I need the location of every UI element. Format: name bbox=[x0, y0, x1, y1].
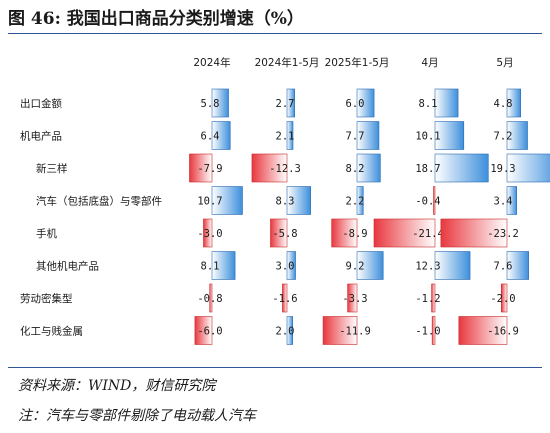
data-bar bbox=[282, 283, 288, 313]
data-label: 8.1 bbox=[419, 98, 438, 110]
chart-title: 图 46: 我国出口商品分类别增速（%） bbox=[8, 9, 304, 29]
row-label: 劳动密集型 bbox=[20, 292, 73, 305]
row-label: 出口金额 bbox=[20, 97, 62, 110]
bottom-rule bbox=[8, 367, 542, 368]
data-label: -5.8 bbox=[272, 228, 297, 240]
data-label: -2.0 bbox=[490, 293, 515, 305]
data-bar bbox=[434, 88, 459, 118]
data-bar bbox=[270, 218, 288, 248]
data-bar bbox=[211, 88, 229, 118]
data-bar bbox=[356, 186, 364, 215]
data-bar bbox=[440, 218, 508, 248]
data-bar bbox=[286, 186, 311, 215]
column-header: 2024年 bbox=[193, 56, 230, 69]
data-bar bbox=[211, 121, 231, 150]
data-bar bbox=[356, 88, 375, 118]
data-label: 2.7 bbox=[276, 98, 295, 110]
row-label: 新三样 bbox=[36, 162, 68, 175]
data-label: -0.4 bbox=[415, 196, 440, 208]
data-label: -16.9 bbox=[487, 326, 519, 338]
row-label: 机电产品 bbox=[20, 130, 62, 143]
data-label: 7.7 bbox=[346, 131, 365, 143]
row-label: 汽车（包括底盘）与零部件 bbox=[36, 195, 162, 208]
data-label: -1.6 bbox=[272, 293, 297, 305]
data-label: -7.9 bbox=[197, 163, 222, 175]
data-bar bbox=[506, 88, 521, 118]
data-bar bbox=[431, 316, 436, 345]
data-label: 2.1 bbox=[276, 131, 295, 143]
data-label: -21.4 bbox=[412, 228, 444, 240]
data-bar bbox=[331, 218, 358, 248]
data-bar bbox=[194, 316, 213, 345]
data-bar bbox=[506, 121, 528, 150]
data-label: 5.8 bbox=[201, 98, 220, 110]
data-label: -1.0 bbox=[415, 326, 440, 338]
data-bar bbox=[209, 283, 213, 313]
data-label: -3.3 bbox=[342, 293, 367, 305]
source-note: 资料来源：WIND，财信研究院 bbox=[18, 378, 216, 394]
data-bar bbox=[251, 153, 288, 183]
footnote: 注：汽车与零部件剔除了电动载人汽车 bbox=[18, 408, 256, 424]
data-label: -1.2 bbox=[415, 293, 440, 305]
data-label: 12.3 bbox=[415, 261, 440, 273]
data-bar bbox=[373, 218, 436, 248]
top-rule bbox=[8, 33, 542, 34]
data-bar bbox=[458, 316, 508, 345]
data-label: 8.1 bbox=[201, 261, 220, 273]
data-bar bbox=[506, 186, 517, 215]
data-label: -0.8 bbox=[197, 293, 222, 305]
data-bar bbox=[286, 121, 294, 150]
data-label: 6.0 bbox=[346, 98, 365, 110]
data-label: -11.9 bbox=[339, 326, 371, 338]
data-label: 2.2 bbox=[346, 196, 365, 208]
data-bar bbox=[203, 218, 213, 248]
data-bar bbox=[286, 251, 296, 280]
data-label: -6.0 bbox=[197, 326, 222, 338]
row-label: 手机 bbox=[36, 227, 57, 240]
data-label: 3.0 bbox=[276, 261, 295, 273]
column-header: 5月 bbox=[496, 57, 513, 69]
data-bar bbox=[286, 88, 295, 118]
data-bar bbox=[322, 316, 358, 345]
data-label: 7.6 bbox=[494, 261, 513, 273]
data-label: 6.4 bbox=[201, 131, 220, 143]
row-label: 化工与贱金属 bbox=[20, 325, 83, 338]
data-bar bbox=[506, 153, 550, 183]
data-label: 18.7 bbox=[415, 163, 440, 175]
column-header: 4月 bbox=[421, 57, 438, 69]
data-label: 4.8 bbox=[494, 98, 513, 110]
data-bar bbox=[433, 186, 436, 215]
data-bar bbox=[431, 283, 436, 313]
column-header: 2025年1-5月 bbox=[325, 56, 390, 69]
data-bar bbox=[286, 316, 293, 345]
column-header: 2024年1-5月 bbox=[255, 56, 320, 69]
data-label: 10.7 bbox=[197, 196, 222, 208]
data-bar bbox=[434, 121, 465, 150]
data-label: 3.4 bbox=[494, 196, 513, 208]
data-bar bbox=[356, 251, 384, 280]
data-label: 2.0 bbox=[276, 326, 295, 338]
data-bar bbox=[506, 251, 529, 280]
data-label: 8.3 bbox=[276, 196, 295, 208]
data-label: -8.9 bbox=[342, 228, 367, 240]
data-bar bbox=[189, 153, 213, 183]
data-label: 19.3 bbox=[490, 163, 515, 175]
data-label: 10.1 bbox=[415, 131, 440, 143]
data-bar bbox=[434, 251, 471, 280]
data-bar bbox=[434, 153, 489, 183]
data-bar bbox=[356, 121, 380, 150]
data-label: 9.2 bbox=[346, 261, 365, 273]
data-label: -3.0 bbox=[197, 228, 222, 240]
data-label: 8.2 bbox=[346, 163, 365, 175]
data-label: -23.2 bbox=[487, 228, 519, 240]
data-bar bbox=[347, 283, 358, 313]
data-label: -12.3 bbox=[269, 163, 301, 175]
data-bar bbox=[500, 283, 508, 313]
data-bar bbox=[211, 251, 236, 280]
data-bar bbox=[211, 186, 243, 215]
data-bar bbox=[356, 153, 381, 183]
data-label: 7.2 bbox=[494, 131, 513, 143]
row-label: 其他机电产品 bbox=[36, 260, 99, 273]
